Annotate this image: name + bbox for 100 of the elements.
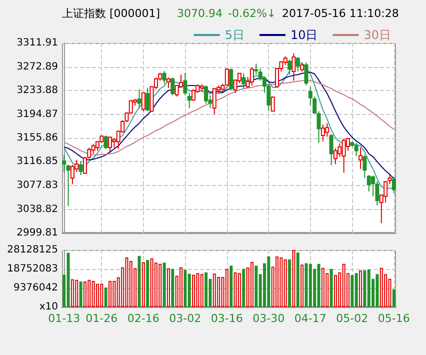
bar — [154, 262, 158, 307]
bar — [88, 280, 91, 307]
x-tick-label: 04-17 — [294, 312, 326, 325]
candlestick — [250, 66, 254, 86]
bar — [288, 259, 292, 307]
bar — [380, 268, 383, 307]
candlestick — [66, 164, 70, 207]
bar — [280, 258, 283, 307]
bar — [125, 257, 128, 307]
candlestick — [354, 142, 358, 157]
candlestick — [254, 63, 258, 76]
candlestick — [162, 70, 166, 84]
candlestick — [325, 122, 330, 138]
bar — [276, 256, 279, 307]
candlestick — [392, 176, 396, 194]
bar — [100, 284, 104, 307]
y-tick-label: x10 — [39, 302, 58, 312]
x-tick-label: 05-16 — [378, 312, 410, 325]
x-tick-label: 02-16 — [127, 312, 160, 325]
text: 3070.94 — [177, 7, 222, 20]
bar — [129, 261, 132, 307]
bar — [308, 264, 312, 307]
bar — [304, 263, 308, 307]
bar — [250, 262, 254, 307]
candlestick — [296, 57, 300, 72]
legend-label: 5日 — [224, 28, 244, 42]
bar — [196, 273, 200, 307]
legend-label: 10日 — [290, 28, 318, 42]
candlestick — [342, 138, 346, 174]
bar — [188, 274, 191, 307]
bar — [162, 262, 166, 307]
y-tick-label: 2999.81 — [16, 228, 58, 238]
candlestick — [212, 87, 216, 115]
y-tick-label: 3233.88 — [16, 85, 58, 96]
candlestick — [320, 124, 325, 142]
candlestick — [242, 72, 246, 90]
y-tick-label: 3272.89 — [16, 61, 58, 72]
candlestick — [78, 160, 83, 176]
bar — [330, 268, 333, 307]
chart-title: 上证指数 [000001] — [62, 7, 160, 20]
text: 2017-05-16 11:10:28 — [282, 7, 399, 20]
y-tick-label: 18752083 — [7, 264, 58, 274]
bar — [142, 262, 145, 307]
bar — [212, 274, 216, 307]
bar — [108, 280, 112, 307]
bar — [292, 250, 296, 307]
y-tick-label: 3116.85 — [16, 156, 58, 168]
bar — [83, 281, 86, 307]
bar — [92, 280, 95, 307]
x-tick-label: 03-02 — [169, 312, 202, 325]
candlestick — [170, 77, 175, 96]
bar — [376, 274, 379, 307]
bar — [171, 268, 174, 307]
bar — [158, 264, 162, 307]
candlestick — [62, 154, 66, 173]
bar — [138, 256, 141, 307]
bar — [367, 270, 370, 307]
bar — [70, 279, 74, 307]
y-tick-label: 3155.86 — [16, 132, 58, 144]
candlestick — [187, 92, 192, 109]
legend-label: 30日 — [364, 28, 392, 42]
candlestick — [141, 92, 146, 112]
bar — [300, 264, 304, 307]
bar — [317, 264, 320, 307]
candlestick — [224, 68, 229, 86]
bar — [363, 270, 366, 307]
x-tick-label: 01-13 — [48, 312, 80, 325]
candlestick — [229, 68, 234, 90]
y-tick-label: 9376042 — [13, 282, 58, 294]
bar — [254, 266, 258, 307]
bar — [242, 268, 246, 307]
x-tick-label: 05-02 — [336, 312, 368, 325]
bar — [225, 268, 228, 307]
candlestick — [358, 147, 363, 170]
candlestick — [192, 88, 196, 102]
bar — [284, 259, 287, 307]
bar — [238, 273, 241, 307]
x-tick-label: 01-26 — [86, 312, 118, 325]
bar — [184, 270, 187, 307]
candlestick — [362, 154, 367, 179]
candlestick — [91, 144, 96, 154]
bar — [179, 267, 182, 307]
candlestick — [333, 148, 338, 165]
bar — [146, 260, 150, 307]
bar — [296, 252, 300, 307]
bar — [267, 256, 270, 307]
x-tick-label: 03-16 — [210, 312, 243, 325]
bar — [321, 268, 324, 307]
candlestick — [166, 77, 170, 88]
bar — [392, 289, 396, 307]
y-tick-label: 3311.91 — [16, 38, 58, 48]
bar — [200, 274, 204, 307]
candlestick — [292, 52, 296, 82]
y-tick-label: 28128125 — [7, 244, 58, 256]
candlestick — [204, 85, 208, 104]
bar — [66, 252, 70, 307]
bar — [112, 280, 116, 307]
text: -0.62%↓ — [228, 7, 276, 20]
bar — [150, 258, 154, 307]
candlestick — [288, 59, 292, 76]
